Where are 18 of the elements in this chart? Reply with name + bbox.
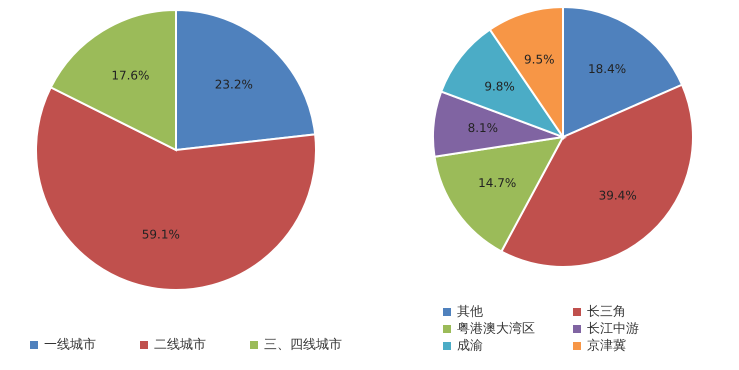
data-label: 39.4% bbox=[598, 188, 637, 203]
legend-label: 其他 bbox=[457, 304, 483, 320]
data-label: 23.2% bbox=[214, 78, 253, 92]
legend-label: 成渝 bbox=[457, 338, 483, 354]
legend-label: 长三角 bbox=[587, 304, 626, 320]
data-label: 17.6% bbox=[111, 68, 150, 82]
data-label: 14.7% bbox=[478, 176, 516, 190]
legend-label: 粤港澳大湾区 bbox=[457, 320, 535, 337]
data-label: 18.4% bbox=[588, 62, 626, 76]
data-label: 9.5% bbox=[524, 52, 555, 66]
legend-label: 二线城市 bbox=[154, 338, 206, 353]
legend-label: 京津冀 bbox=[587, 338, 626, 354]
data-label: 9.8% bbox=[484, 80, 515, 94]
data-label: 8.1% bbox=[468, 121, 498, 136]
data-label: 59.1% bbox=[142, 228, 180, 242]
legend-label: 长江中游 bbox=[587, 322, 639, 337]
legend-label: 三、四线城市 bbox=[264, 338, 342, 353]
legend-label: 一线城市 bbox=[44, 338, 96, 353]
